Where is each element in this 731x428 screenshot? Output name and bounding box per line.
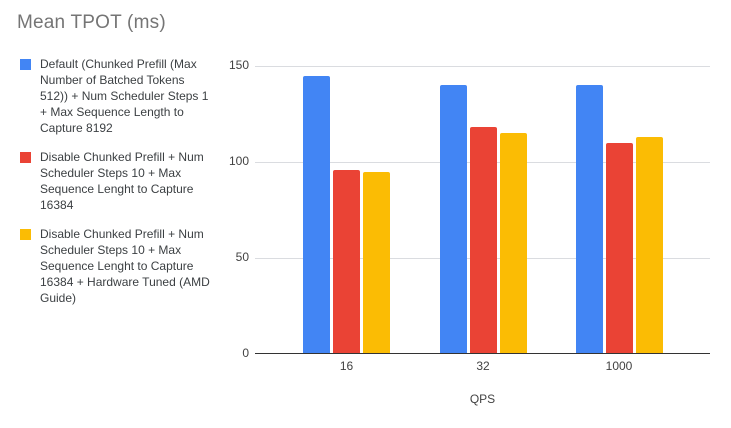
x-axis-title: QPS bbox=[469, 392, 496, 406]
y-tick-label: 50 bbox=[235, 250, 249, 264]
blue-series-swatch-icon bbox=[20, 59, 31, 70]
yellow-series-swatch-icon bbox=[20, 229, 31, 240]
bar bbox=[575, 85, 603, 354]
gridline-y150 bbox=[255, 66, 710, 67]
bar bbox=[635, 137, 663, 354]
plot-area bbox=[255, 66, 710, 354]
legend-item-hardware-tuned: Disable Chunked Prefill + Num Scheduler … bbox=[20, 226, 220, 306]
legend-item-label: Default (Chunked Prefill (Max Number of … bbox=[40, 57, 209, 135]
y-tick-label: 150 bbox=[228, 58, 249, 72]
bar bbox=[303, 75, 330, 354]
bar bbox=[605, 142, 633, 354]
chart-title: Mean TPOT (ms) bbox=[17, 12, 166, 33]
bar-group-32 bbox=[439, 85, 527, 354]
legend-item-default: Default (Chunked Prefill (Max Number of … bbox=[20, 56, 220, 136]
legend-item-label: Disable Chunked Prefill + Num Scheduler … bbox=[40, 150, 204, 212]
x-tick-label: 16 bbox=[339, 359, 354, 373]
x-tick-label: 1000 bbox=[605, 359, 633, 373]
y-tick-label: 0 bbox=[242, 346, 249, 360]
bar-group-16 bbox=[303, 75, 390, 354]
x-tick-label: 32 bbox=[476, 359, 490, 373]
bar bbox=[499, 133, 527, 354]
y-tick-label: 100 bbox=[228, 154, 249, 168]
bar-group-1000 bbox=[575, 85, 663, 354]
bar bbox=[439, 85, 467, 354]
bar bbox=[469, 127, 497, 354]
red-series-swatch-icon bbox=[20, 152, 31, 163]
bar bbox=[363, 171, 390, 354]
bar bbox=[333, 169, 360, 354]
legend-item-label: Disable Chunked Prefill + Num Scheduler … bbox=[40, 227, 210, 305]
legend: Default (Chunked Prefill (Max Number of … bbox=[20, 56, 220, 319]
x-axis-line bbox=[255, 353, 710, 354]
legend-item-disable-chunked: Disable Chunked Prefill + Num Scheduler … bbox=[20, 149, 220, 213]
